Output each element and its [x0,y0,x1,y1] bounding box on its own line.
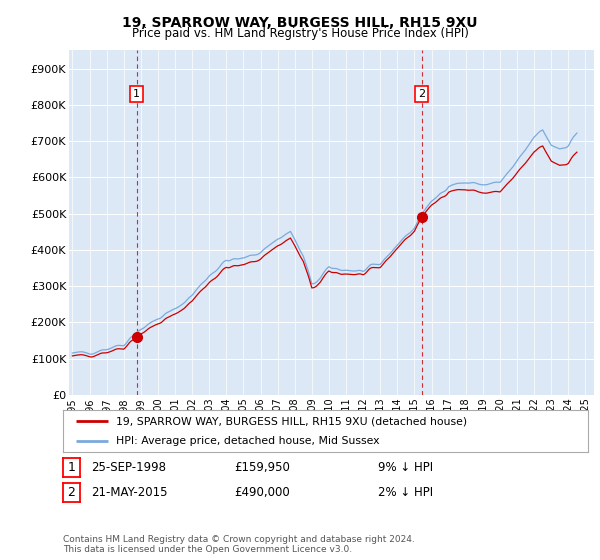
Text: 1: 1 [67,461,76,474]
Text: 19, SPARROW WAY, BURGESS HILL, RH15 9XU: 19, SPARROW WAY, BURGESS HILL, RH15 9XU [122,16,478,30]
Text: 1: 1 [133,89,140,99]
Text: 2: 2 [418,89,425,99]
Text: Price paid vs. HM Land Registry's House Price Index (HPI): Price paid vs. HM Land Registry's House … [131,27,469,40]
Text: HPI: Average price, detached house, Mid Sussex: HPI: Average price, detached house, Mid … [115,436,379,446]
Text: 19, SPARROW WAY, BURGESS HILL, RH15 9XU (detached house): 19, SPARROW WAY, BURGESS HILL, RH15 9XU … [115,417,467,426]
Text: 25-SEP-1998: 25-SEP-1998 [91,461,166,474]
Text: 2: 2 [67,486,76,499]
Text: Contains HM Land Registry data © Crown copyright and database right 2024.
This d: Contains HM Land Registry data © Crown c… [63,535,415,554]
Text: 21-MAY-2015: 21-MAY-2015 [91,486,168,499]
Text: 2% ↓ HPI: 2% ↓ HPI [378,486,433,499]
Text: 9% ↓ HPI: 9% ↓ HPI [378,461,433,474]
Text: £490,000: £490,000 [234,486,290,499]
Text: £159,950: £159,950 [234,461,290,474]
